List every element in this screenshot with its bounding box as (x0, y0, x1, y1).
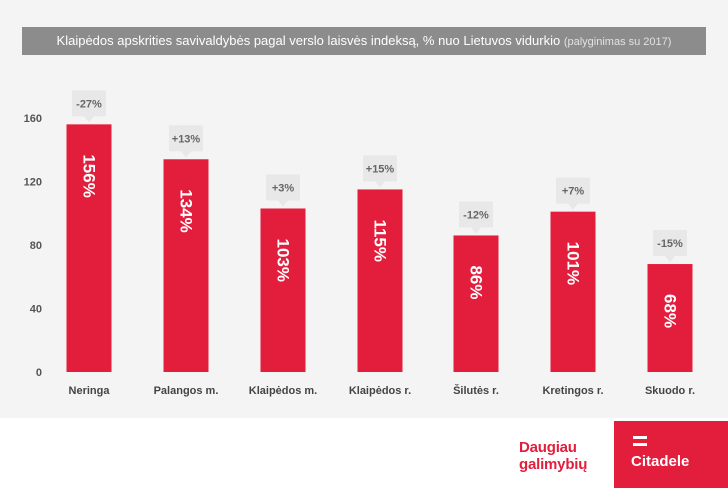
change-label: -15% (657, 238, 683, 250)
x-tick-label: Šilutės r. (453, 384, 499, 397)
bar-chart: 0 40 80 120 160 156% -27% Neringa 134% +13% Palang… (24, 90, 695, 397)
chart-title-main: Klaipėdos apskrities savivaldybės pagal … (56, 33, 561, 48)
bar (260, 208, 306, 372)
change-label: -12% (463, 209, 489, 221)
bar (357, 189, 403, 372)
y-tick-label: 0 (36, 367, 42, 379)
change-callout (653, 230, 687, 263)
change-callout (556, 177, 590, 210)
change-callout (459, 201, 493, 234)
bar-value-label: 156% (80, 154, 99, 197)
change-callout (363, 155, 397, 188)
change-label: +3% (272, 182, 295, 194)
bar-value-label: 103% (274, 238, 293, 281)
x-tick-label: Skuodo r. (645, 385, 695, 397)
change-callout (266, 174, 300, 207)
logo-equals-icon (633, 436, 647, 446)
chart-title: Klaipėdos apskrities savivaldybės pagal … (22, 27, 706, 55)
citadele-logo: Citadele (614, 421, 728, 488)
bar (550, 211, 596, 372)
logo-text: Citadele (631, 453, 690, 470)
x-tick-label: Neringa (69, 385, 111, 397)
slogan-line-1: Daugiau (519, 439, 577, 456)
bar-value-label: 101% (564, 242, 583, 285)
change-callout (72, 90, 106, 123)
change-label: -27% (76, 98, 102, 110)
bar (647, 264, 693, 372)
bar (66, 124, 112, 372)
x-tick-label: Kretingos r. (542, 385, 603, 397)
bar (453, 235, 499, 372)
slogan-line-2: galimybių (519, 456, 588, 473)
y-tick-label: 80 (30, 240, 42, 252)
y-tick-label: 120 (24, 177, 42, 189)
bar-value-label: 68% (661, 294, 680, 328)
chart-title-sub: (palyginimas su 2017) (563, 36, 672, 48)
change-label: +15% (366, 163, 395, 175)
x-tick-label: Klaipėdos r. (349, 385, 411, 397)
y-tick-label: 40 (30, 304, 42, 316)
y-tick-label: 160 (24, 113, 42, 125)
slogan: Daugiau galimybių (519, 439, 587, 473)
bar (163, 159, 209, 372)
x-tick-label: Palangos m. (154, 385, 219, 397)
bar-value-label: 134% (177, 189, 196, 232)
change-label: +13% (172, 133, 201, 145)
x-tick-label: Klaipėdos m. (249, 385, 317, 397)
bar-value-label: 86% (467, 265, 486, 299)
bar-value-label: 115% (371, 219, 390, 262)
change-label: +7% (562, 186, 585, 198)
change-callout (169, 125, 203, 158)
footer (0, 418, 728, 488)
